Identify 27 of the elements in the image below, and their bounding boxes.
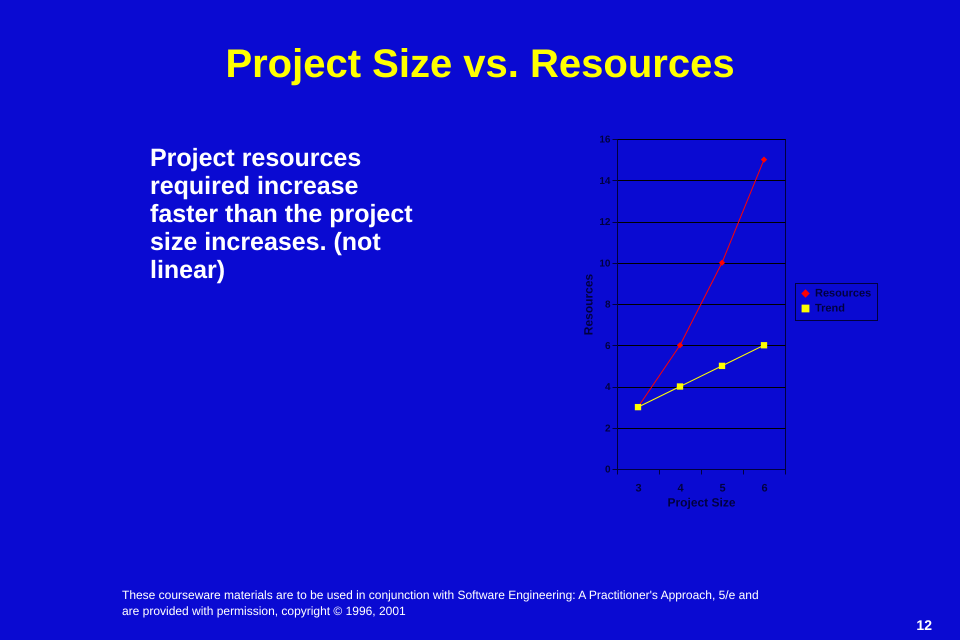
text: 12 [916,617,932,633]
x-tick-label: 4 [677,482,684,494]
x-tick-label: 5 [719,482,726,494]
legend-label: Resources [815,288,872,300]
text: Project resources required increase faster than the project size increases. (not linear) [150,144,414,284]
point [676,342,684,348]
y-tick-label: 2 [604,423,611,434]
y-tick-label: 4 [604,382,611,393]
point [760,156,768,163]
point [718,362,726,370]
text: These courseware materials are to be used in conjunction with Software Engineering: A Practitioner's Approach, 5/e and are provided with permission, copyright © 1996, 2001 [122,588,759,618]
y-tick-label: 6 [604,340,611,352]
x-tick-label: 3 [635,482,642,494]
x-axis-title: Project Size [667,496,736,510]
y-tick-label: 16 [599,134,611,146]
point [760,342,768,348]
y-tick-label: 8 [604,300,611,310]
y-tick-label: 0 [604,464,611,476]
legend-label: Trend [815,302,845,314]
y-tick-label: 14 [599,176,611,187]
x-tick-label: 6 [761,482,768,494]
y-tick-label: 10 [599,258,611,270]
point [718,260,726,266]
point [676,383,684,390]
chart-title: Project Size vs. Resources [225,42,735,86]
y-tick-label: 12 [599,217,611,228]
y-axis-title: Resources [581,273,596,336]
